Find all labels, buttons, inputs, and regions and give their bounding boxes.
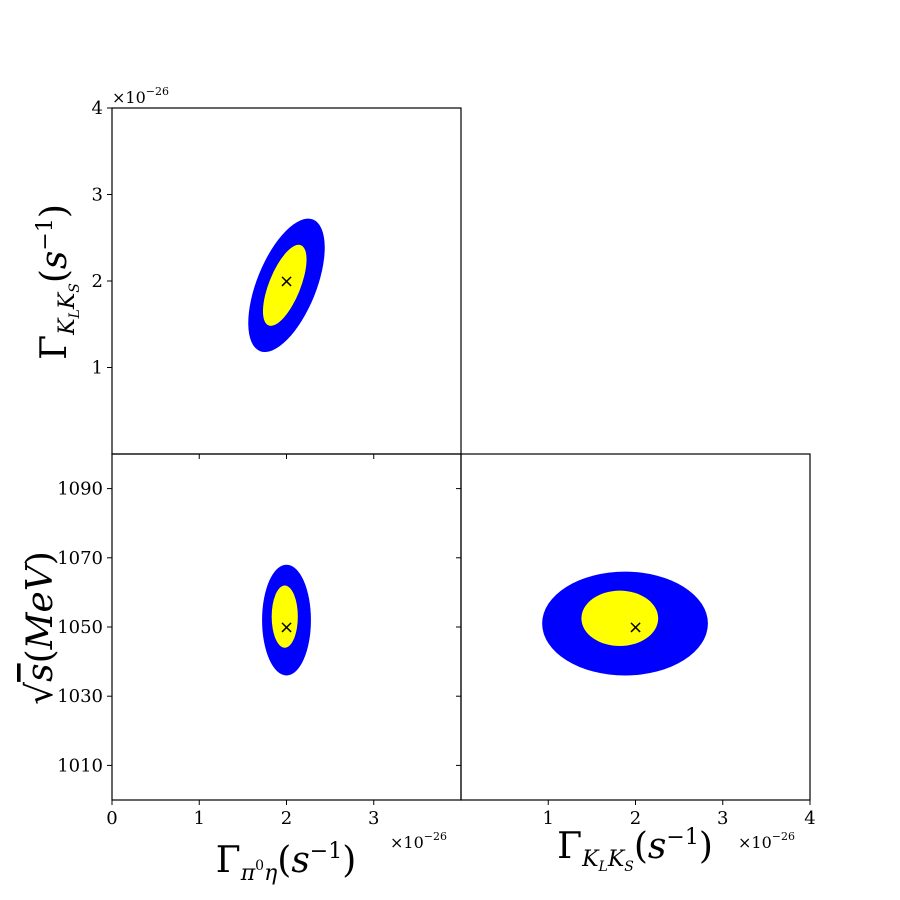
ylabel-top-left: ΓKLKS(s−1) <box>33 204 83 360</box>
xlabel-bottom-right: ΓKLKS(s−1) <box>557 825 713 875</box>
x-tick-label: 3 <box>717 808 728 829</box>
y-tick-label: 1070 <box>57 548 103 569</box>
y-tick-label: 1010 <box>57 755 103 776</box>
y-tick-label: 1090 <box>57 479 103 500</box>
y-tick-label: 2 <box>92 271 103 292</box>
y-multiplier-top-left: ×10−26 <box>112 85 169 107</box>
x-tick-label: 1 <box>543 808 554 829</box>
panel-bottom-left: × 0 1 2 3 1010 1030 1050 1070 1090 <box>57 453 462 829</box>
inner-contour-region <box>271 585 298 648</box>
x-tick-label: 4 <box>804 808 815 829</box>
inner-contour-region <box>262 244 307 326</box>
true-value-marker: × <box>279 617 294 638</box>
x-multiplier-bottom-right: ×10−26 <box>738 830 795 852</box>
y-tick-label: 1 <box>92 358 103 379</box>
y-tick-label: 1050 <box>57 617 103 638</box>
true-value-marker: × <box>628 617 643 638</box>
true-value-marker: × <box>279 271 294 292</box>
x-multiplier-bottom-left: ×10−26 <box>390 830 447 852</box>
svg-text:ΓKLKS(s−1): ΓKLKS(s−1) <box>33 204 83 360</box>
svg-text:ΓKLKS(s−1): ΓKLKS(s−1) <box>557 825 713 875</box>
y-tick-label: 4 <box>92 98 103 119</box>
x-tick-label: 0 <box>106 808 117 829</box>
x-tick-label: 3 <box>368 808 379 829</box>
svg-text:√s(MeV): √s(MeV) <box>20 551 61 705</box>
y-tick-label: 1030 <box>57 686 103 707</box>
ylabel-bottom-left: √s(MeV) <box>20 551 61 705</box>
panel-bottom-right: × 1 2 3 4 <box>456 453 816 829</box>
inner-contour-region <box>581 590 659 647</box>
x-tick-label: 1 <box>194 808 205 829</box>
x-tick-label: 2 <box>630 808 641 829</box>
x-tick-label: 2 <box>281 808 292 829</box>
xlabel-bottom-left: Γπ0η(s−1) <box>216 839 357 886</box>
y-tick-label: 3 <box>92 185 103 206</box>
panel-top-left: × 1 2 3 4 <box>92 98 462 459</box>
svg-text:Γπ0η(s−1): Γπ0η(s−1) <box>216 839 357 886</box>
